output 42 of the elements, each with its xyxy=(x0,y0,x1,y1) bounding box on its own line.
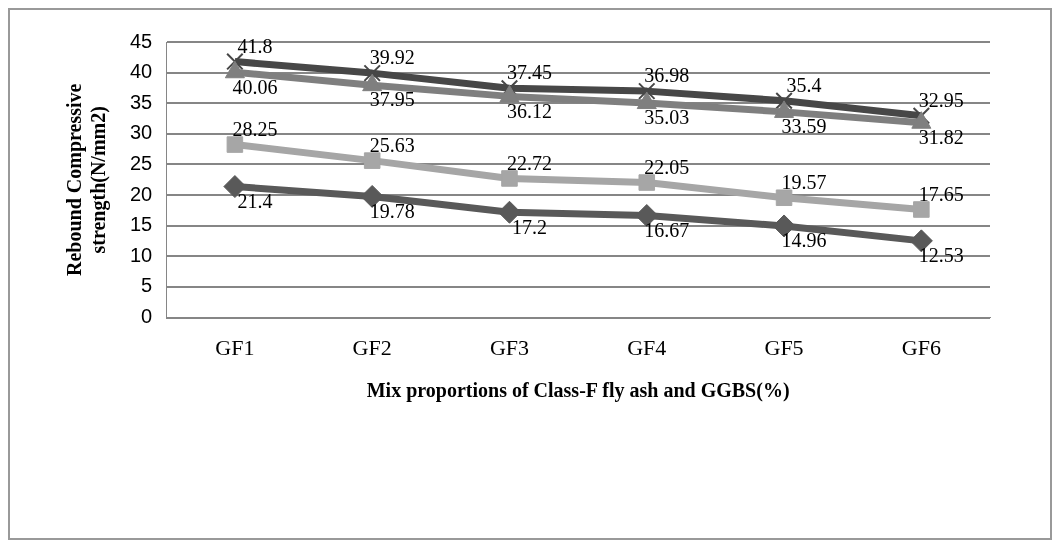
y-tick-label: 10 xyxy=(130,243,153,266)
data-label: 19.78 xyxy=(369,199,415,222)
data-label: 21.4 xyxy=(237,189,273,212)
data-label: 41.8 xyxy=(237,34,273,57)
data-label: 12.53 xyxy=(918,244,964,267)
data-label: 35.4 xyxy=(786,74,822,97)
data-label: 40.06 xyxy=(232,75,278,98)
data-label: 22.72 xyxy=(506,151,552,174)
data-label: 36.98 xyxy=(644,64,690,87)
x-tick-label: GF2 xyxy=(352,334,392,360)
x-tick-label: GF1 xyxy=(215,334,255,360)
data-label: 25.63 xyxy=(369,133,415,156)
x-tick-label: GF5 xyxy=(764,334,804,360)
y-tick-label: 45 xyxy=(130,29,153,52)
data-label: 17.65 xyxy=(918,182,964,205)
data-label: 33.59 xyxy=(781,115,827,138)
y-tick-label: 30 xyxy=(130,121,153,144)
data-label: 32.95 xyxy=(918,89,964,112)
y-tick-label: 0 xyxy=(141,305,153,328)
data-label: 37.45 xyxy=(506,61,552,84)
data-label: 28.25 xyxy=(232,117,278,140)
data-label: 14.96 xyxy=(781,229,827,252)
data-label: 22.05 xyxy=(644,155,690,178)
y-tick-label: 5 xyxy=(141,274,153,297)
y-tick-label: 35 xyxy=(130,90,153,113)
y-tick-label: 25 xyxy=(130,152,153,174)
data-label: 16.67 xyxy=(644,218,690,241)
data-label: 19.57 xyxy=(781,170,827,193)
x-tick-label: GF4 xyxy=(627,334,667,360)
y-axis-title: Rebound Compressive strength(N/mm2) xyxy=(63,83,111,277)
y-tick-label: 40 xyxy=(130,60,153,83)
data-label: 31.82 xyxy=(918,125,964,148)
y-tick-label: 20 xyxy=(130,182,153,205)
x-axis-title: Mix proportions of Class-F fly ash and GGBS(%) xyxy=(366,379,790,403)
x-tick-label: GF3 xyxy=(489,334,530,360)
data-label: 17.2 xyxy=(511,215,547,238)
data-label: 39.92 xyxy=(369,46,415,69)
data-label: 37.95 xyxy=(369,88,415,111)
y-tick-label: 15 xyxy=(130,213,153,236)
data-label: 36.12 xyxy=(506,99,552,122)
data-label: 35.03 xyxy=(644,106,690,129)
x-tick-label: GF6 xyxy=(901,334,941,360)
